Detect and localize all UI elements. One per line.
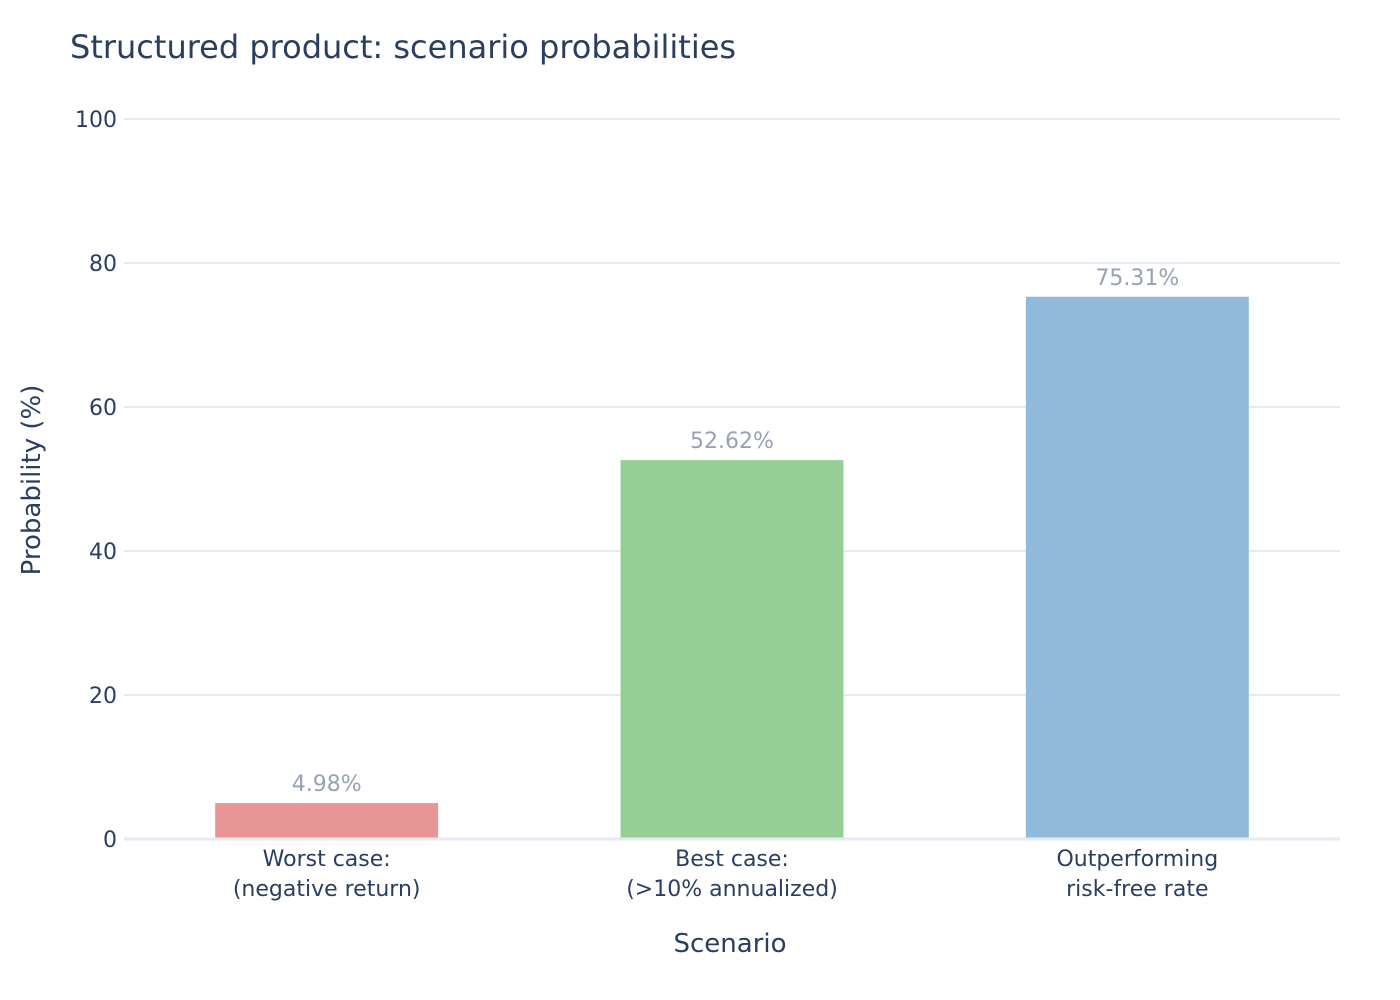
data-labels: 4.98% 52.62% 75.31% — [292, 266, 1180, 797]
chart-title: Structured product: scenario probabiliti… — [70, 28, 736, 66]
bar — [1025, 296, 1249, 839]
bar — [215, 803, 439, 839]
y-axis-ticks: 0 20 40 60 80 100 — [75, 108, 117, 853]
x-axis-title: Scenario — [673, 929, 786, 959]
x-axis-ticks: Worst case: (negative return) Best case: (>… — [233, 847, 1218, 902]
bar-value-label: 75.31% — [1095, 266, 1179, 291]
bars — [215, 296, 1249, 839]
x-tick-label: Best case: (>10% annualized) — [626, 847, 838, 902]
y-tick-label: 80 — [89, 252, 117, 277]
y-tick-label: 100 — [75, 108, 117, 133]
y-tick-label: 20 — [89, 684, 117, 709]
y-axis-title: Probability (%) — [17, 385, 47, 576]
x-tick-label: Outperforming risk-free rate — [1056, 847, 1218, 902]
bar-value-label: 52.62% — [690, 429, 774, 454]
y-tick-label: 60 — [89, 396, 117, 421]
y-tick-label: 40 — [89, 540, 117, 565]
x-tick-label: Worst case: (negative return) — [233, 847, 421, 902]
y-tick-label: 0 — [103, 828, 117, 853]
bar — [620, 460, 844, 839]
bar-value-label: 4.98% — [292, 772, 362, 797]
